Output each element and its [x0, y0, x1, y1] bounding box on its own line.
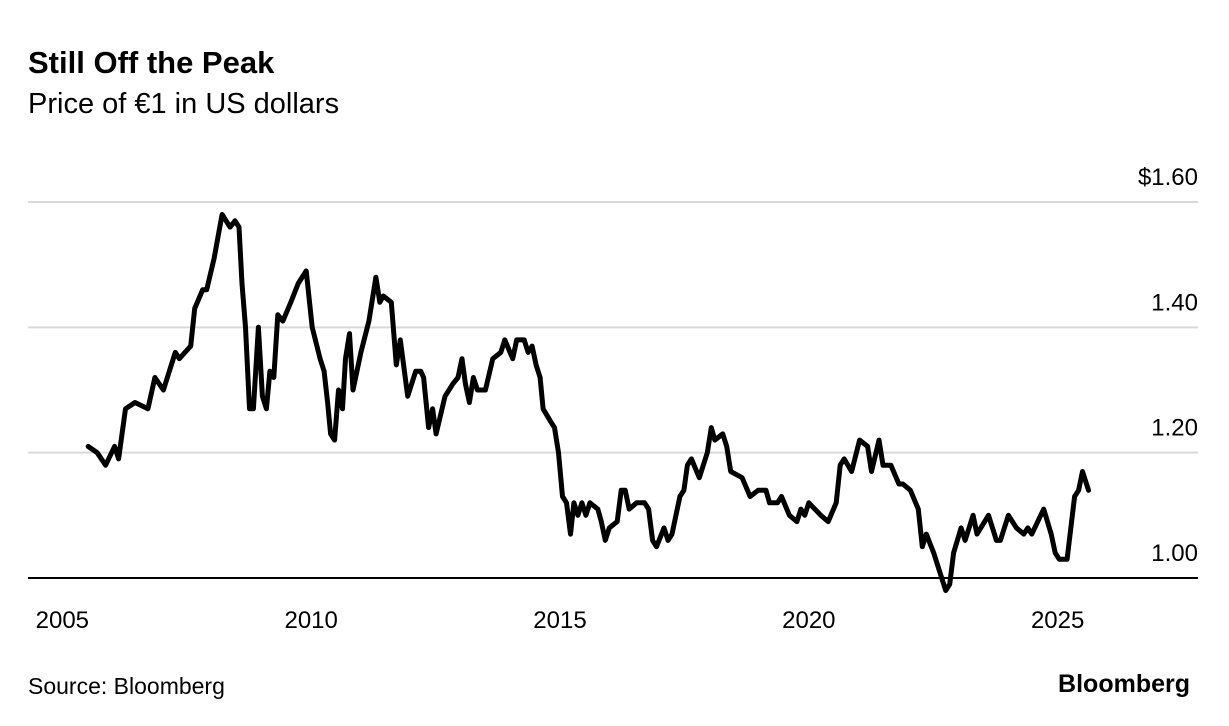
- line: [85, 212, 1091, 593]
- x-tick-label: 2010: [284, 607, 337, 634]
- y-tick-label: 1.40: [1151, 289, 1198, 316]
- x-tick-label: 2015: [533, 607, 586, 634]
- y-tick-label: 1.00: [1151, 540, 1198, 567]
- x-tick-label: 2020: [782, 607, 835, 634]
- chart-subtitle: Price of €1 in US dollars: [28, 88, 339, 120]
- y-tick-label: 1.20: [1151, 415, 1198, 442]
- x-tick-label: 2025: [1031, 607, 1084, 634]
- chart-title: Still Off the Peak: [28, 45, 275, 80]
- y-tick-label: $1.60: [1138, 164, 1198, 191]
- x-tick-label: 2005: [36, 607, 89, 634]
- brand: Bloomberg: [1058, 670, 1190, 698]
- source: Source: Bloomberg: [28, 673, 225, 699]
